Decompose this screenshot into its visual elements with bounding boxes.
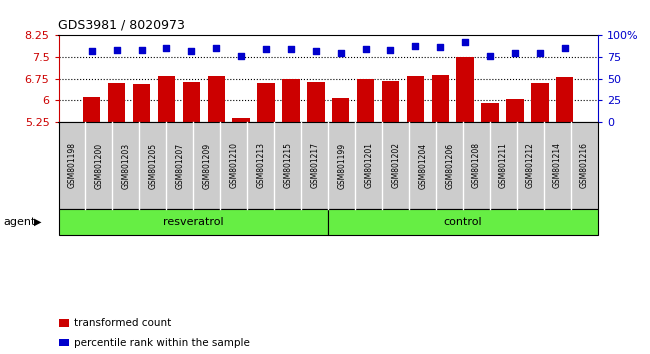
- Text: GSM801215: GSM801215: [283, 143, 292, 188]
- Point: [485, 53, 495, 59]
- Text: GSM801198: GSM801198: [68, 143, 77, 188]
- Point: [385, 47, 396, 53]
- Bar: [482, 103, 499, 274]
- Text: GSM801205: GSM801205: [148, 142, 157, 189]
- Point: [136, 47, 147, 53]
- Point: [236, 53, 246, 59]
- Bar: [282, 79, 300, 274]
- Point: [311, 48, 321, 54]
- Bar: [556, 77, 573, 274]
- Bar: [332, 98, 350, 274]
- Text: GDS3981 / 8020973: GDS3981 / 8020973: [58, 19, 185, 32]
- Bar: [83, 97, 101, 274]
- Bar: [531, 82, 549, 274]
- Point: [261, 46, 271, 52]
- Text: agent: agent: [3, 217, 36, 227]
- Point: [410, 43, 421, 48]
- Point: [460, 40, 471, 45]
- Text: GSM801213: GSM801213: [256, 143, 265, 188]
- Text: transformed count: transformed count: [74, 318, 172, 328]
- Text: ▶: ▶: [34, 217, 42, 227]
- Bar: [506, 99, 524, 274]
- Text: GSM801209: GSM801209: [202, 142, 211, 189]
- Bar: [257, 82, 275, 274]
- Bar: [183, 82, 200, 274]
- Point: [286, 46, 296, 52]
- Text: GSM801217: GSM801217: [310, 143, 319, 188]
- Bar: [307, 82, 324, 274]
- Text: GSM801206: GSM801206: [445, 142, 454, 189]
- Text: GSM801199: GSM801199: [337, 142, 346, 189]
- Point: [335, 50, 346, 56]
- Text: GSM801208: GSM801208: [472, 143, 481, 188]
- Point: [86, 48, 97, 54]
- Bar: [158, 76, 175, 274]
- Bar: [133, 84, 150, 274]
- Bar: [207, 76, 225, 274]
- Text: GSM801202: GSM801202: [391, 143, 400, 188]
- Point: [510, 50, 520, 56]
- Text: GSM801203: GSM801203: [122, 142, 131, 189]
- Bar: [432, 75, 449, 274]
- Point: [161, 45, 172, 50]
- Text: control: control: [444, 217, 482, 227]
- Text: GSM801204: GSM801204: [418, 142, 427, 189]
- Point: [186, 48, 196, 54]
- Text: GSM801207: GSM801207: [176, 142, 185, 189]
- Bar: [233, 118, 250, 274]
- Text: GSM801216: GSM801216: [580, 143, 589, 188]
- Point: [111, 47, 122, 53]
- Text: percentile rank within the sample: percentile rank within the sample: [74, 338, 250, 348]
- Text: GSM801200: GSM801200: [94, 142, 103, 189]
- Point: [211, 45, 222, 50]
- Text: GSM801212: GSM801212: [526, 143, 535, 188]
- Bar: [456, 57, 474, 274]
- Text: GSM801211: GSM801211: [499, 143, 508, 188]
- Point: [435, 44, 445, 50]
- Point: [535, 50, 545, 56]
- Text: GSM801214: GSM801214: [553, 143, 562, 188]
- Bar: [357, 79, 374, 274]
- Bar: [108, 82, 125, 274]
- Text: GSM801210: GSM801210: [229, 143, 239, 188]
- Bar: [382, 81, 399, 274]
- Bar: [407, 76, 424, 274]
- Point: [360, 46, 370, 52]
- Point: [560, 45, 570, 50]
- Text: GSM801201: GSM801201: [364, 143, 373, 188]
- Text: resveratrol: resveratrol: [163, 217, 224, 227]
